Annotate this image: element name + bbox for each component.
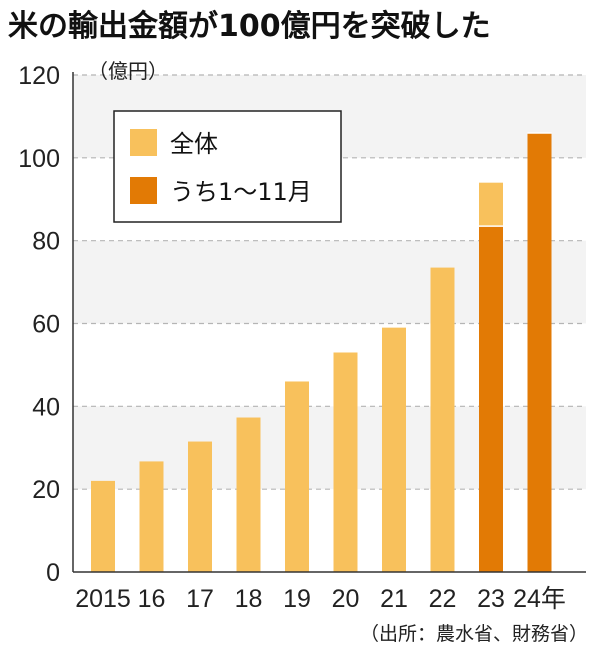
x-tick-label: 17 — [186, 585, 214, 613]
bar-jan-nov-23 — [479, 226, 503, 572]
bar-total-16 — [139, 461, 164, 572]
x-tick-label: 22 — [429, 585, 457, 613]
y-tick-labels: 0 20 40 60 80 100 120 — [18, 62, 60, 587]
legend-swatch-jan-nov — [130, 177, 157, 204]
background-band — [73, 240, 586, 324]
y-tick-label: 0 — [46, 559, 60, 587]
bar-total-2015 — [91, 480, 115, 572]
bar-total-17 — [188, 441, 212, 572]
bar-total-22 — [430, 267, 455, 572]
y-tick-label: 120 — [18, 62, 60, 90]
legend-swatch-total — [130, 129, 157, 156]
chart-title: 米の輸出金額が100億円を突破した — [8, 9, 491, 44]
y-axis-unit: （億円） — [88, 59, 168, 83]
axes — [72, 72, 586, 573]
legend-label-jan-nov: うち1〜11月 — [170, 178, 312, 206]
x-tick-label: 24年 — [513, 585, 566, 613]
x-tick-label: 16 — [138, 585, 166, 613]
bar-total-20 — [333, 352, 358, 572]
y-tick-label: 60 — [32, 311, 60, 339]
bar-total-21 — [382, 327, 406, 572]
bar-total-19 — [285, 381, 309, 572]
x-tick-label: 20 — [332, 585, 360, 613]
y-tick-label: 20 — [32, 476, 60, 504]
x-tick-label: 19 — [283, 585, 311, 613]
x-tick-label: 18 — [235, 585, 263, 613]
y-tick-label: 100 — [18, 145, 60, 173]
bars — [91, 132, 552, 572]
x-tick-label: 23 — [477, 585, 505, 613]
y-tick-label: 80 — [32, 228, 60, 256]
legend: 全体 うち1〜11月 — [113, 110, 342, 223]
bar-total-18 — [236, 417, 261, 572]
x-tick-label: 2015 — [75, 585, 131, 613]
y-tick-label: 40 — [32, 393, 60, 421]
legend-label-total: 全体 — [170, 130, 218, 158]
bar-jan-nov-24年 — [527, 132, 552, 572]
x-tick-label: 21 — [380, 585, 408, 613]
source-note: （出所：農水省、財務省） — [360, 623, 588, 645]
x-tick-labels: 2015 16 17 18 19 20 21 22 23 24年 — [75, 585, 566, 613]
